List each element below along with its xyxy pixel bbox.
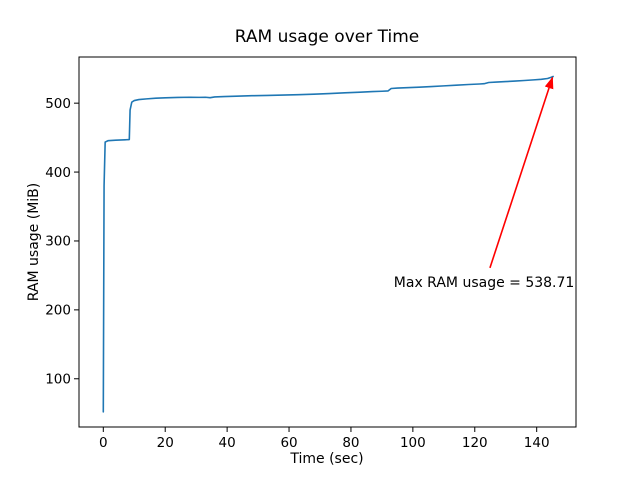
ram-usage-line bbox=[102, 75, 554, 413]
annotation-arrow bbox=[489, 76, 554, 269]
y-axis-label: RAM usage (MiB) bbox=[26, 183, 42, 301]
x-tick-label: 20 bbox=[157, 435, 174, 451]
y-tick-label: 100 bbox=[45, 371, 71, 387]
y-tick-label: 200 bbox=[45, 303, 71, 319]
x-tick-label: 60 bbox=[280, 435, 297, 451]
plot-frame bbox=[78, 56, 577, 428]
x-tick-label: 80 bbox=[342, 435, 359, 451]
x-axis-ticks: 0 20 40 60 80 100 120 140 bbox=[99, 427, 550, 451]
x-tick-label: 0 bbox=[99, 435, 108, 451]
x-tick-label: 120 bbox=[462, 435, 488, 451]
x-tick-label: 40 bbox=[219, 435, 236, 451]
chart-title: RAM usage over Time bbox=[235, 27, 419, 47]
x-tick-label: 100 bbox=[400, 435, 426, 451]
y-tick-label: 500 bbox=[45, 96, 71, 112]
y-tick-label: 400 bbox=[45, 165, 71, 181]
x-tick-label: 140 bbox=[524, 435, 550, 451]
annotation-text: Max RAM usage = 538.71 bbox=[394, 275, 575, 291]
x-axis-label: Time (sec) bbox=[289, 451, 363, 467]
y-tick-label: 300 bbox=[45, 234, 71, 250]
y-axis-ticks: 100 200 300 400 500 bbox=[45, 96, 79, 387]
